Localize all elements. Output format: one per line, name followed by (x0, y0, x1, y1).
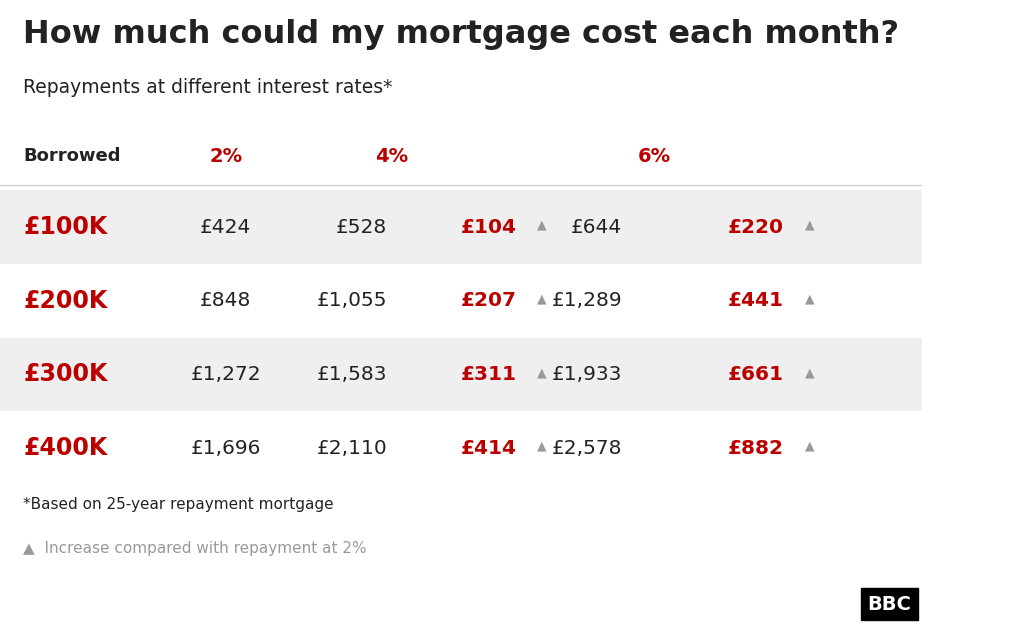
Text: ▲: ▲ (805, 219, 814, 232)
Text: £1,933: £1,933 (552, 365, 623, 384)
Text: £1,289: £1,289 (552, 291, 623, 310)
Text: £400K: £400K (24, 436, 108, 460)
Text: £1,272: £1,272 (190, 365, 261, 384)
Text: ▲: ▲ (805, 366, 814, 379)
Text: £2,110: £2,110 (316, 439, 387, 457)
Bar (0, 190, 922, 264)
Text: £848: £848 (200, 291, 252, 310)
Text: ▲: ▲ (538, 366, 547, 379)
Text: 6%: 6% (638, 147, 671, 165)
Text: £424: £424 (200, 218, 252, 236)
Text: £441: £441 (728, 291, 784, 310)
Text: £104: £104 (461, 218, 517, 236)
Text: Borrowed: Borrowed (24, 147, 121, 165)
Text: 4%: 4% (375, 147, 409, 165)
Text: ▲  Increase compared with repayment at 2%: ▲ Increase compared with repayment at 2% (24, 541, 367, 556)
Text: £300K: £300K (24, 363, 108, 386)
Text: £528: £528 (336, 218, 387, 236)
Text: £882: £882 (728, 439, 784, 457)
Text: £1,583: £1,583 (316, 365, 387, 384)
Text: £1,696: £1,696 (190, 439, 261, 457)
Text: £661: £661 (728, 365, 784, 384)
Text: Repayments at different interest rates*: Repayments at different interest rates* (24, 78, 392, 97)
Text: *Based on 25-year repayment mortgage: *Based on 25-year repayment mortgage (24, 497, 334, 512)
Text: ▲: ▲ (805, 293, 814, 305)
Text: £100K: £100K (24, 215, 108, 239)
Text: £207: £207 (461, 291, 517, 310)
Text: ▲: ▲ (538, 219, 547, 232)
Text: £2,578: £2,578 (552, 439, 623, 457)
Text: ▲: ▲ (805, 440, 814, 452)
Text: £644: £644 (570, 218, 623, 236)
Text: £220: £220 (728, 218, 784, 236)
Bar (0, 411, 922, 485)
Text: £311: £311 (461, 365, 517, 384)
Text: 2%: 2% (209, 147, 243, 165)
Text: ▲: ▲ (538, 440, 547, 452)
Text: How much could my mortgage cost each month?: How much could my mortgage cost each mon… (24, 19, 899, 50)
Text: ▲: ▲ (538, 293, 547, 305)
Bar (0, 264, 922, 338)
Text: £200K: £200K (24, 289, 108, 313)
Text: £1,055: £1,055 (316, 291, 387, 310)
Text: £414: £414 (461, 439, 517, 457)
Bar (0, 338, 922, 411)
Text: BBC: BBC (867, 595, 911, 613)
